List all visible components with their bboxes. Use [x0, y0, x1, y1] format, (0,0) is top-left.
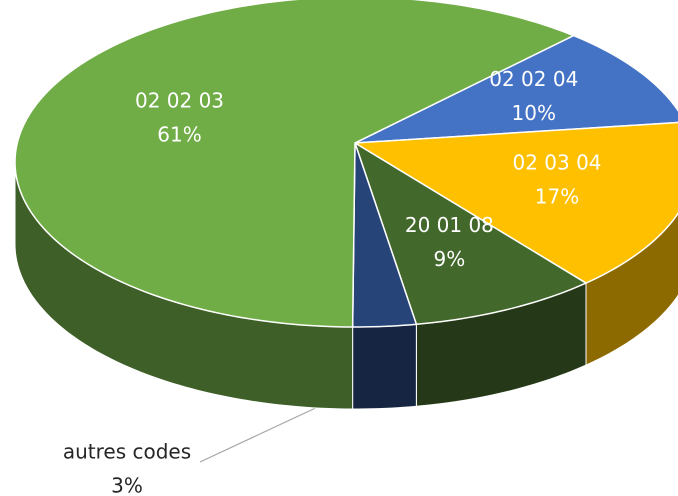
- leader-line: [199, 404, 323, 463]
- slice: [353, 141, 588, 326]
- slice-category: 02 02 03: [135, 89, 224, 113]
- slice-value-label: 9%: [434, 247, 466, 271]
- slice: [354, 34, 678, 144]
- slice-value-label: 17%: [535, 185, 579, 209]
- slice-value-label: 3%: [111, 474, 143, 496]
- slice: [352, 121, 678, 284]
- slice-category: 02 02 04: [489, 67, 578, 91]
- slice-value-label: 10%: [512, 101, 556, 125]
- slice-category: autres codes: [63, 440, 191, 464]
- slice: [351, 142, 418, 328]
- slice-category: 02 03 04: [512, 151, 601, 175]
- slice-side: [352, 323, 417, 410]
- slice: [14, 0, 576, 328]
- slice-value-label: 61%: [157, 123, 201, 147]
- slice-category: 20 01 08: [405, 213, 494, 237]
